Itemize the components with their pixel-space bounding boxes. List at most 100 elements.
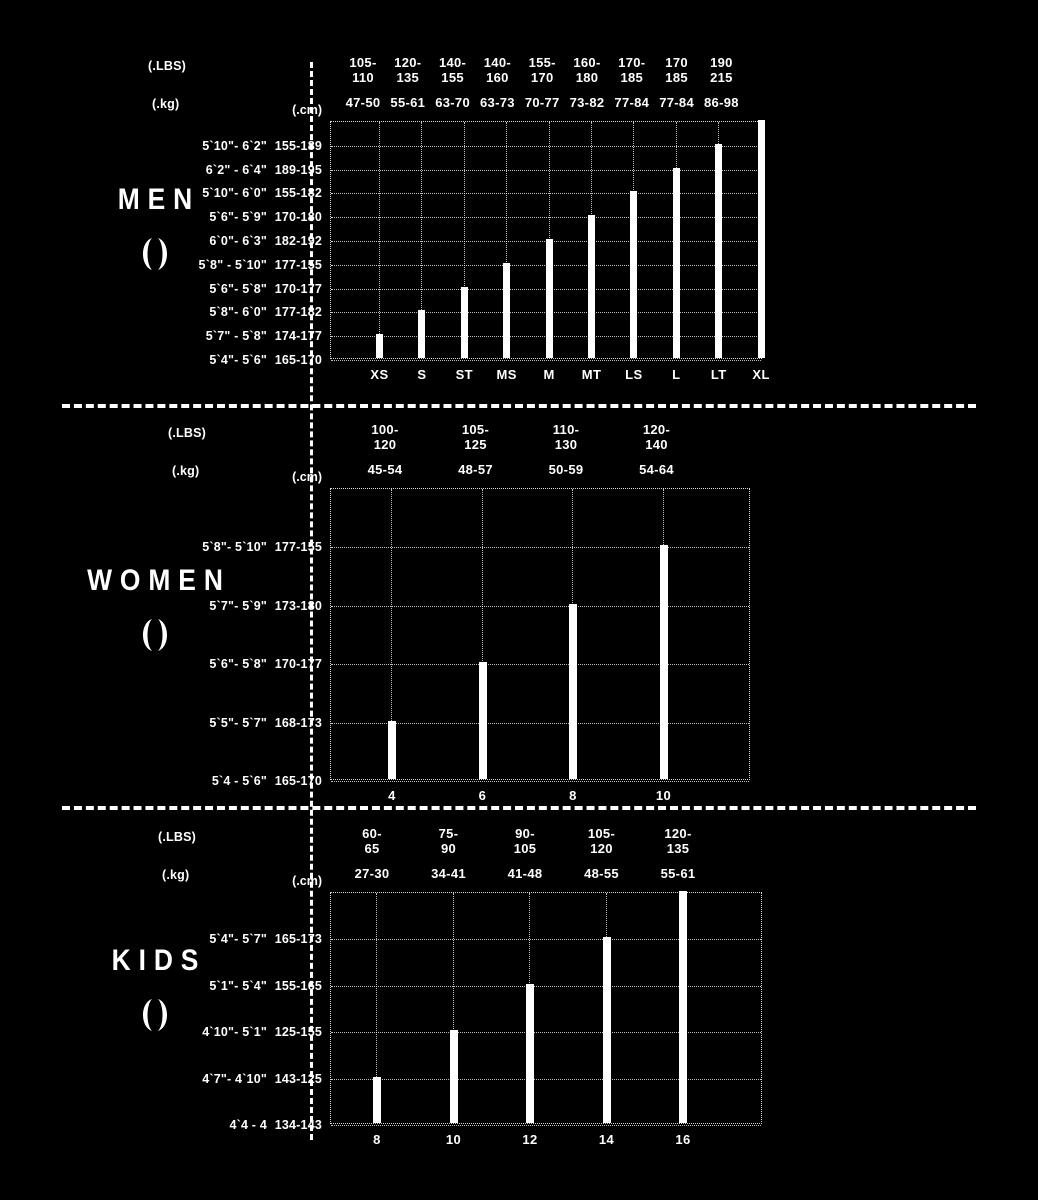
gridline-horizontal: [331, 939, 761, 941]
y-axis-cm-label: 155-189: [274, 138, 322, 153]
y-axis-cm-label: 134-143: [274, 1118, 322, 1132]
y-axis-height-label: 6`0"- 6`3": [209, 234, 267, 248]
gridline-horizontal: [331, 605, 749, 607]
x-axis-label-8: 8: [373, 1132, 381, 1147]
gridline-horizontal: [331, 360, 761, 361]
y-axis-cm-label: 170-177: [274, 657, 322, 672]
y-axis-height-label: 5`8" - 5`10": [198, 257, 267, 272]
weight-lbs-cell: 170 185: [665, 55, 688, 86]
gridline-horizontal: [331, 547, 749, 549]
y-axis-height-label: 5`10"- 6`0": [202, 186, 267, 201]
gridline-horizontal: [331, 169, 761, 171]
weight-row-kg-women: (.kg) 45-54 48-57 50-59 54-64: [172, 462, 750, 488]
x-axis-label-L: L: [672, 367, 681, 382]
x-axis-label-MS: MS: [496, 367, 517, 382]
bar-12: [526, 983, 534, 1123]
x-axis-label-16: 16: [675, 1132, 691, 1147]
gridline-vertical: [481, 489, 483, 779]
hurley-logo: [0, 618, 310, 652]
weight-kg-cell: 73-82: [569, 95, 605, 110]
y-axis-cm-label: 189-195: [274, 162, 322, 177]
bar-8: [569, 603, 577, 779]
x-axis-label-ST: ST: [455, 367, 474, 382]
gridline-horizontal: [331, 664, 749, 666]
gridline-horizontal: [331, 217, 761, 219]
weight-lbs-cell: 140- 160: [483, 55, 511, 86]
weight-lbs-cell: 75- 90: [438, 826, 459, 857]
bar-XS: [376, 334, 383, 358]
x-axis-label-4: 4: [388, 788, 396, 803]
weight-kg-cell: 77-84: [659, 95, 694, 110]
bar-14: [602, 937, 611, 1123]
y-axis-cm-label: 165-170: [274, 353, 322, 367]
category-title-kids: KIDS: [111, 944, 207, 977]
y-axis-cm-label: 177-182: [274, 305, 322, 320]
gridline-vertical: [391, 489, 392, 779]
weight-lbs-cell: 120- 135: [394, 55, 422, 86]
y-axis-cm-label: 170-177: [274, 281, 322, 296]
x-axis-label-LT: LT: [710, 367, 727, 382]
bar-6: [478, 662, 487, 779]
category-title-women: WOMEN: [87, 564, 231, 597]
section-divider-women-kids: [62, 806, 976, 810]
weight-kg-cell: 70-77: [524, 95, 560, 110]
unit-cm-kids: (.cm): [292, 874, 322, 888]
unit-kg-kids: (.kg): [162, 868, 190, 882]
x-axis-label-6: 6: [478, 788, 487, 803]
gridline-vertical: [421, 122, 423, 358]
x-axis-label-LS: LS: [625, 367, 643, 382]
y-axis-height-label: 5`6"- 5`8": [209, 281, 267, 296]
weight-kg-cell: 86-98: [704, 95, 739, 110]
unit-kg-men: (.kg): [152, 97, 180, 111]
gridline-horizontal: [331, 985, 761, 987]
weight-kg-cell: 48-57: [458, 462, 493, 477]
chart-men: (.LBS) 105- 110 120- 135 140- 155 140- 160 1…: [148, 55, 770, 382]
y-axis-height-label: 5`7" - 5`8": [205, 329, 267, 344]
x-axis-label-XL: XL: [752, 367, 770, 382]
bar-10: [449, 1030, 458, 1123]
bar-XL: [757, 120, 765, 358]
bar-MT: [588, 215, 595, 358]
category-men: MEN: [0, 185, 310, 271]
y-axis-height-label: 6`2" - 6`4": [205, 162, 267, 177]
bar-MS: [503, 262, 511, 358]
y-axis-height-label: 5`6"- 5`9": [209, 210, 267, 225]
y-axis-cm-label: 155-182: [274, 186, 322, 201]
y-axis-cm-label: 170-180: [274, 210, 322, 225]
weight-kg-cell: 41-48: [507, 866, 543, 881]
y-axis-height-label: 4`4 - 4: [229, 1118, 267, 1132]
gridline-horizontal: [331, 1032, 761, 1034]
bar-16: [679, 891, 687, 1123]
gridline-horizontal: [331, 193, 761, 195]
y-axis-height-label: 4`10"- 5`1": [202, 1025, 267, 1040]
hurley-logo: [0, 998, 310, 1032]
bar-S: [418, 310, 426, 358]
weight-lbs-cell: 105- 120: [587, 826, 616, 857]
weight-lbs-cell: 90- 105: [513, 826, 537, 857]
plot-area-kids: (.cm) 165-173 5`4"- 5`7" 155-165 5`1"- 5`4"…: [202, 874, 762, 1147]
bar-4: [388, 720, 396, 779]
weight-kg-cell: 48-55: [584, 866, 619, 881]
category-women: WOMEN: [0, 566, 310, 652]
y-axis-cm-label: 143-125: [274, 1071, 322, 1086]
hurley-logo: [0, 237, 310, 271]
x-axis-label-8: 8: [569, 788, 577, 803]
y-axis-height-label: 5`8"- 5`10": [202, 540, 267, 555]
weight-kg-cell: 45-54: [367, 462, 403, 477]
y-axis-cm-label: 174-177: [274, 329, 322, 344]
x-axis-label-MT: MT: [581, 367, 602, 382]
plot-area-men: (.cm) 155-189 5`10"- 6`2" 189-195 6`2" - 6`…: [199, 103, 770, 382]
weight-row-lbs-kids: (.LBS) 60- 65 75- 90 90- 105 105- 120 120- 1…: [158, 826, 762, 866]
weight-lbs-cell: 105- 110: [349, 55, 377, 86]
weight-kg-cell: 55-61: [390, 95, 426, 110]
gridline-horizontal: [331, 145, 761, 147]
y-axis-height-label: 5`7"- 5`9": [209, 598, 267, 613]
y-axis-height-label: 5`5"- 5`7": [209, 715, 267, 730]
weight-kg-cell: 47-50: [345, 95, 381, 110]
section-kids: KIDS (.LBS) 60- 65 75- 90 90- 105 105- 120 1…: [0, 806, 1038, 1200]
weight-row-lbs-men: (.LBS) 105- 110 120- 135 140- 155 140- 160 1…: [148, 55, 762, 95]
weight-lbs-cell: 120- 140: [642, 422, 671, 453]
gridline-horizontal: [331, 1078, 761, 1080]
y-axis-cm-label: 125-155: [274, 1025, 322, 1040]
y-axis-cm-label: 155-165: [274, 978, 322, 993]
